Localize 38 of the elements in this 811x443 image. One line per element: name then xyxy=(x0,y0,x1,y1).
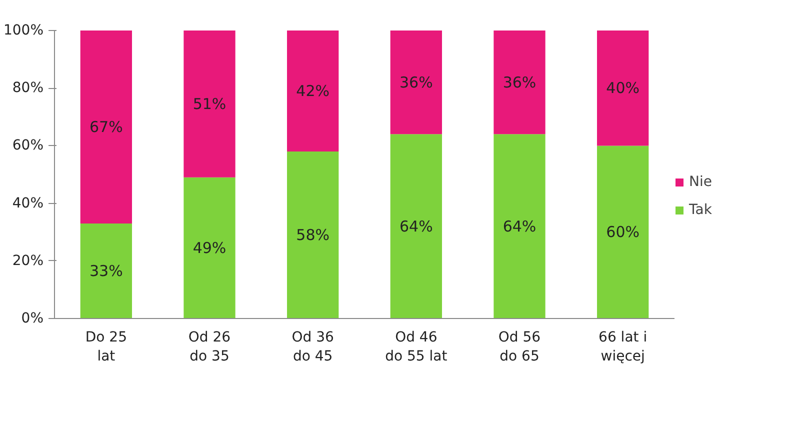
bar xyxy=(494,134,546,318)
data-label: 58% xyxy=(296,226,330,244)
data-label: 36% xyxy=(502,73,536,92)
x-tick-label: Od 56 do 65 xyxy=(498,330,541,365)
x-tick-label: Do 25 lat xyxy=(85,330,127,365)
bar xyxy=(390,30,442,134)
x-tick-label: Od 46 do 55 lat xyxy=(385,330,448,365)
data-label: 64% xyxy=(502,217,536,236)
y-tick-label: 20% xyxy=(12,252,44,269)
data-label: 36% xyxy=(399,73,433,92)
bar xyxy=(184,30,236,178)
data-label: 49% xyxy=(192,238,226,257)
data-label: 60% xyxy=(606,223,640,242)
data-label: 42% xyxy=(296,82,330,100)
bar xyxy=(80,223,132,318)
bar xyxy=(184,177,236,318)
y-tick-label: 100% xyxy=(3,22,44,38)
data-label: 64% xyxy=(399,217,433,236)
bar xyxy=(80,30,132,224)
y-tick-label: 40% xyxy=(12,195,44,212)
bar xyxy=(287,151,339,318)
bar xyxy=(390,134,442,318)
data-label: 40% xyxy=(606,79,640,98)
bar xyxy=(597,30,649,146)
x-tick-label: Od 26 do 35 xyxy=(188,330,231,365)
legend-label: Nie xyxy=(689,174,712,190)
y-tick-label: 0% xyxy=(21,310,44,326)
data-label: 51% xyxy=(192,94,226,113)
x-tick-label: 66 lat i więcej xyxy=(598,330,648,365)
data-label: 67% xyxy=(89,118,123,136)
data-label: 33% xyxy=(89,262,123,280)
bar xyxy=(287,30,339,152)
bar xyxy=(494,30,546,134)
legend-label: Tak xyxy=(689,202,712,218)
x-tick-label: Od 36 do 45 xyxy=(292,330,334,365)
y-tick-label: 80% xyxy=(12,80,44,96)
bar xyxy=(597,146,649,318)
y-tick-label: 60% xyxy=(12,138,44,154)
